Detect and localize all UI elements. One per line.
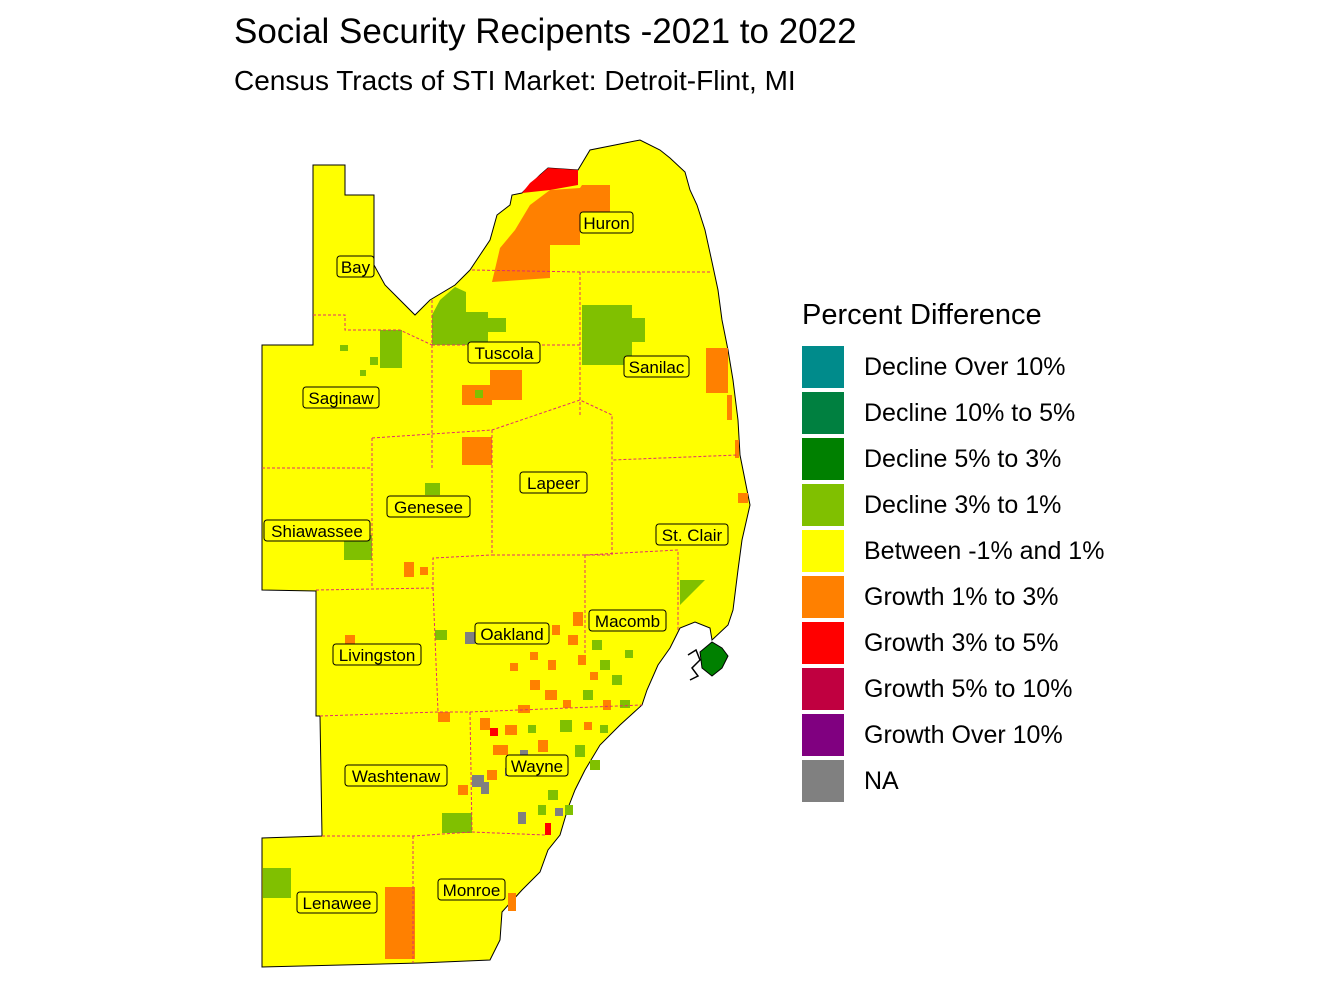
svg-text:St. Clair: St. Clair: [662, 526, 723, 545]
legend-label: Growth 1% to 3%: [864, 583, 1059, 611]
legend-swatch: [802, 484, 844, 526]
legend-item: Growth 1% to 3%: [802, 576, 1059, 622]
county-boundaries: [262, 269, 739, 963]
county-label-sanilac: Sanilac: [623, 355, 690, 378]
legend-title: Percent Difference: [802, 299, 1042, 331]
county-label-tuscola: Tuscola: [467, 341, 541, 364]
legend-label: Decline 3% to 1%: [864, 491, 1062, 519]
legend-label: Growth Over 10%: [864, 721, 1063, 749]
legend-swatch: [802, 760, 844, 802]
legend-swatch: [802, 622, 844, 664]
svg-text:Lenawee: Lenawee: [302, 894, 371, 913]
legend-swatch: [802, 530, 844, 572]
legend-swatch: [802, 668, 844, 710]
county-label-washtenaw: Washtenaw: [344, 764, 448, 787]
svg-text:Huron: Huron: [583, 214, 629, 233]
legend-label: Between -1% and 1%: [864, 537, 1105, 565]
county-label-shiawassee: Shiawassee: [263, 519, 371, 542]
county-label-bay: Bay: [336, 255, 375, 278]
legend-label: Growth 5% to 10%: [864, 675, 1073, 703]
county-label-lenawee: Lenawee: [296, 891, 378, 914]
legend-label: Decline 5% to 3%: [864, 445, 1062, 473]
county-label-lapeer: Lapeer: [519, 471, 588, 494]
svg-text:Livingston: Livingston: [339, 646, 416, 665]
legend-item: Decline 10% to 5%: [802, 392, 1075, 438]
legend-item: Growth Over 10%: [802, 714, 1063, 760]
legend-label: Decline 10% to 5%: [864, 399, 1076, 427]
growth-1-3-tracts: [345, 185, 748, 959]
svg-text:Monroe: Monroe: [443, 881, 501, 900]
legend-swatch: [802, 438, 844, 480]
decline-3-5-island: [699, 641, 729, 677]
legend-swatch: [802, 714, 844, 756]
legend-swatch: [802, 576, 844, 618]
legend-item: Decline 5% to 3%: [802, 438, 1061, 484]
county-label-st-clair: St. Clair: [655, 523, 729, 546]
svg-text:Macomb: Macomb: [595, 612, 660, 631]
county-label-livingston: Livingston: [332, 643, 422, 666]
svg-text:Shiawassee: Shiawassee: [271, 522, 363, 541]
legend-items: Decline Over 10% Decline 10% to 5% Decline…: [802, 346, 1104, 806]
legend-item: Growth 5% to 10%: [802, 668, 1072, 714]
legend-item: Decline Over 10%: [802, 346, 1065, 392]
legend: Percent Difference Decline Over 10% Decli…: [802, 296, 1104, 806]
county-label-macomb: Macomb: [588, 609, 667, 632]
lake-st-clair-islets: [687, 648, 701, 681]
svg-text:Sanilac: Sanilac: [629, 358, 685, 377]
legend-swatch: [802, 392, 844, 434]
decline-1-3-tracts: [263, 287, 705, 898]
legend-item: Between -1% and 1%: [802, 530, 1104, 576]
county-label-saginaw: Saginaw: [302, 386, 380, 409]
legend-item: NA: [802, 760, 1042, 806]
map-title: Social Security Recipents -2021 to 2022: [234, 12, 857, 51]
county-label-monroe: Monroe: [437, 878, 506, 901]
legend-swatch: [802, 346, 844, 388]
county-label-wayne: Wayne: [505, 754, 569, 777]
svg-text:Saginaw: Saginaw: [308, 389, 374, 408]
svg-text:Tuscola: Tuscola: [475, 344, 534, 363]
svg-text:Wayne: Wayne: [511, 757, 563, 776]
legend-item: Decline 3% to 1%: [802, 484, 1061, 530]
county-label-genesee: Genesee: [386, 495, 471, 518]
county-label-oakland: Oakland: [474, 622, 550, 645]
legend-label: Decline Over 10%: [864, 353, 1066, 381]
svg-text:Washtenaw: Washtenaw: [352, 767, 441, 786]
county-label-huron: Huron: [579, 211, 634, 234]
legend-label: NA: [864, 767, 899, 795]
svg-text:Oakland: Oakland: [480, 625, 543, 644]
svg-text:Genesee: Genesee: [394, 498, 463, 517]
svg-text:Bay: Bay: [341, 258, 371, 277]
map-subtitle: Census Tracts of STI Market: Detroit-Fli…: [234, 65, 796, 96]
legend-label: Growth 3% to 5%: [864, 629, 1059, 657]
county-labels: Bay Huron Tuscola Sanilac Saginaw Lapeer…: [263, 211, 729, 914]
legend-item: Growth 3% to 5%: [802, 622, 1059, 668]
svg-text:Lapeer: Lapeer: [527, 474, 580, 493]
